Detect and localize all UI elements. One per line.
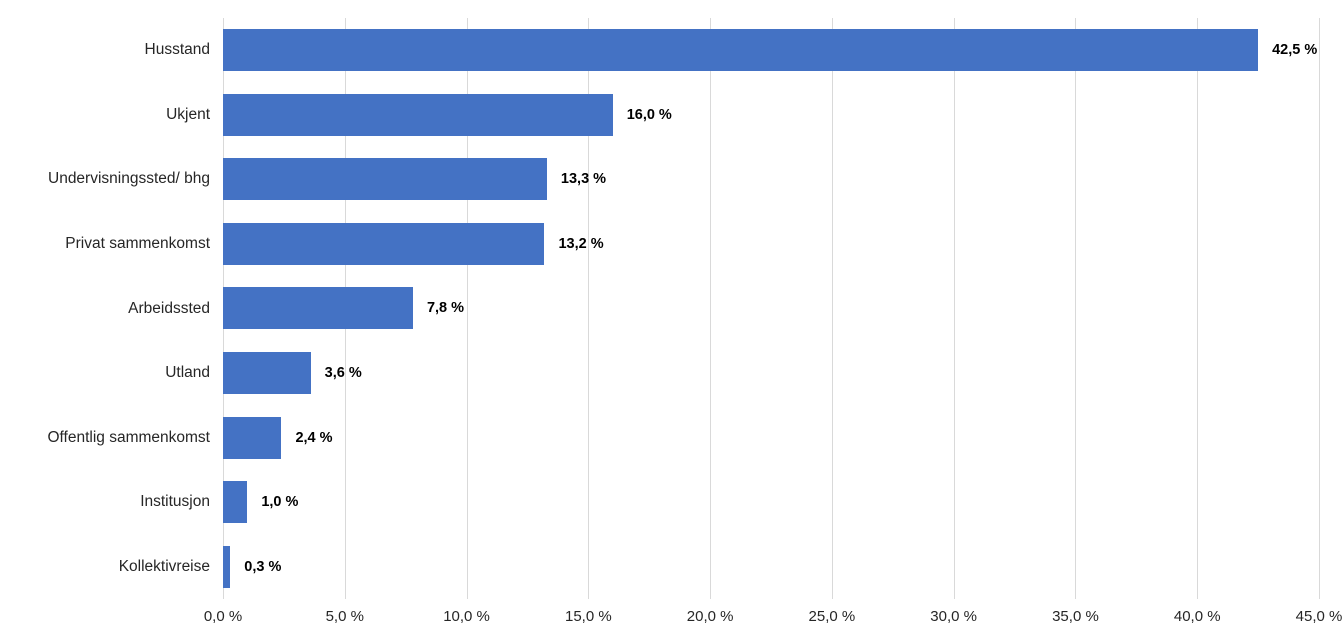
bar-row: 13,3 % <box>223 147 1319 212</box>
bar <box>223 352 311 395</box>
bar-row: 2,4 % <box>223 405 1319 470</box>
gridline <box>1075 18 1077 599</box>
category-label: Institusjon <box>140 493 210 511</box>
bar-row: 13,2 % <box>223 212 1319 277</box>
category-axis: Husstand Ukjent Undervisningssted/ bhg Priv… <box>0 18 210 599</box>
value-label: 13,3 % <box>560 171 607 188</box>
gridline <box>831 18 833 599</box>
bar-row: 7,8 % <box>223 276 1319 341</box>
category-label: Privat sammenkomst <box>65 234 210 252</box>
value-label: 2,4 % <box>295 429 333 446</box>
plot-area: 42,5 % 16,0 % 13,3 % 13,2 % 7,8 % 3,6 % 2,4 % 1… <box>223 18 1320 599</box>
value-axis: 0,0 % 5,0 % 10,0 % 15,0 % 20,0 % 25,0 % 30,0 %… <box>204 608 1343 630</box>
category-label: Husstand <box>144 41 210 59</box>
bar <box>223 545 231 588</box>
category-label: Offentlig sammenkomst <box>47 428 210 446</box>
category-label: Ukjent <box>166 105 210 123</box>
value-label: 42,5 % <box>1272 42 1318 59</box>
x-tick-label: 30,0 % <box>930 608 978 625</box>
x-tick-label: 10,0 % <box>443 608 490 625</box>
bar-row: 1,0 % <box>223 470 1319 535</box>
gridline <box>1319 18 1320 599</box>
bar <box>223 416 282 459</box>
bar-row: 42,5 % <box>223 18 1319 83</box>
x-tick-label: 5,0 % <box>325 608 364 625</box>
bar <box>223 29 1259 72</box>
value-label: 0,3 % <box>244 558 282 575</box>
value-label: 13,2 % <box>558 235 604 252</box>
bar-row: 3,6 % <box>223 341 1319 406</box>
category-label: Utland <box>165 364 210 382</box>
bar-row: 0,3 % <box>223 534 1319 599</box>
bar <box>223 158 547 201</box>
category-label: Undervisningssted/ bhg <box>48 170 210 188</box>
value-label: 7,8 % <box>426 300 465 317</box>
x-tick-label: 40,0 % <box>1173 608 1221 625</box>
category-label: Arbeidssted <box>128 299 210 317</box>
category-label: Kollektivreise <box>118 557 210 575</box>
gridline <box>588 18 590 599</box>
bar <box>223 287 413 330</box>
gridline <box>466 18 468 599</box>
x-tick-label: 35,0 % <box>1052 608 1099 625</box>
bar <box>223 481 248 524</box>
value-label: 3,6 % <box>324 365 362 382</box>
gridline <box>710 18 712 599</box>
x-tick-label: 25,0 % <box>808 608 856 625</box>
x-tick-label: 0,0 % <box>203 608 243 625</box>
value-label: 1,0 % <box>261 494 299 511</box>
bar <box>223 222 545 265</box>
gridline <box>953 18 955 599</box>
bar-row: 16,0 % <box>223 83 1319 148</box>
gridline <box>1197 18 1199 599</box>
x-tick-label: 15,0 % <box>564 608 612 625</box>
x-tick-label: 20,0 % <box>686 608 734 625</box>
bar <box>223 93 613 136</box>
x-tick-label: 45,0 % <box>1295 608 1343 625</box>
value-label: 16,0 % <box>626 106 672 123</box>
